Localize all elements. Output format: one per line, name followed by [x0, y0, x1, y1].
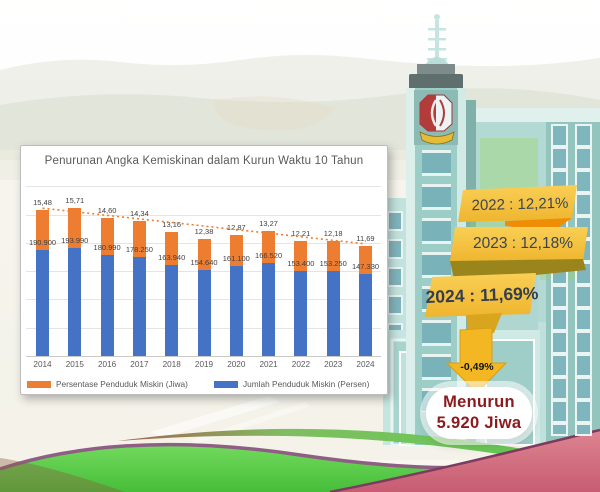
bar-count-2016	[100, 255, 114, 356]
axis-year-2017: 2017	[130, 360, 149, 369]
legend-swatch-percent	[27, 380, 51, 388]
axis-year-2020: 2020	[227, 360, 246, 369]
legend-label-percent: Persentase Penduduk Miskin (Jiwa)	[56, 379, 188, 389]
bar-count-2023	[326, 270, 340, 356]
label-count-2018: 163.940	[158, 252, 186, 262]
plot-area: 15,48 190.900 2014 15,71 193.990 2015 14,60 180…	[21, 146, 385, 392]
bar-count-2017	[132, 256, 146, 356]
label-count-2021: 166.520	[255, 251, 283, 261]
label-percent-2014: 15,48	[33, 198, 52, 208]
axis-year-2016: 2016	[97, 360, 117, 369]
legend-swatch-count	[214, 380, 238, 388]
label-percent-2019: 12,38	[194, 227, 214, 237]
legend-label-count: Jumlah Penduduk Miskin (Persen)	[243, 379, 370, 389]
legend-item-count: Jumlah Penduduk Miskin (Persen)	[214, 379, 369, 389]
axis-year-2018: 2018	[162, 360, 181, 369]
label-count-2017: 178.250	[125, 244, 153, 254]
ribbon-2024: 2024 : 11,69%	[425, 283, 539, 307]
bar-count-2022	[294, 270, 308, 356]
chart-title: Penurunan Angka Kemiskinan dalam Kurun W…	[44, 155, 364, 167]
label-count-2023: 153.250	[319, 258, 347, 268]
bar-count-2020	[229, 266, 243, 356]
gridline	[26, 186, 381, 188]
down-arrow-icon	[445, 327, 508, 394]
axis-year-2023: 2023	[324, 360, 343, 369]
label-percent-2016: 14,60	[97, 206, 117, 216]
axis-year-2015: 2015	[65, 360, 84, 369]
bar-count-2015	[68, 248, 82, 356]
gridline	[26, 356, 381, 357]
label-count-2020: 161.100	[222, 254, 250, 264]
axis-year-2022: 2022	[291, 360, 310, 369]
label-percent-2021: 13,27	[259, 218, 278, 228]
label-percent-2017: 14,34	[130, 208, 149, 218]
label-count-2015: 193.990	[61, 236, 89, 245]
arrow-delta-label: -0,49%	[460, 361, 494, 373]
bar-count-2014	[36, 249, 49, 356]
callout-line1: Menurun	[443, 393, 515, 412]
legend-item-percent: Persentase Penduduk Miskin (Jiwa)	[27, 379, 188, 389]
label-percent-2015: 15,71	[65, 196, 85, 205]
bar-count-2018	[165, 264, 179, 356]
spire	[409, 14, 463, 90]
chart-panel: Penurunan Angka Kemiskinan dalam Kurun W…	[20, 145, 388, 395]
axis-year-2024: 2024	[356, 360, 375, 369]
trendline	[42, 207, 366, 245]
axis-year-2014: 2014	[33, 360, 52, 369]
label-count-2022: 153.400	[287, 258, 315, 268]
label-percent-2023: 12,18	[323, 229, 343, 239]
decline-callout: Menurun 5.920 Jiwa	[426, 387, 532, 439]
bottom-waves	[0, 428, 600, 492]
label-count-2016: 180.990	[93, 243, 121, 253]
label-count-2019: 154.640	[190, 257, 218, 267]
callout-line2: 5.920 Jiwa	[436, 414, 522, 432]
building-window-strip	[575, 124, 592, 436]
bar-count-2021	[262, 263, 276, 356]
label-percent-2022: 12,21	[291, 228, 311, 238]
ribbon-2023: 2023 : 12,18%	[473, 235, 573, 252]
axis-year-2019: 2019	[194, 360, 214, 369]
label-percent-2024: 11,69	[356, 233, 375, 243]
gridline	[26, 214, 381, 216]
axis-year-2021: 2021	[259, 360, 278, 369]
label-percent-2020: 12,87	[226, 222, 246, 232]
ribbon-2022: 2022 : 12,21%	[471, 194, 569, 215]
label-count-2024: 147.330	[351, 261, 380, 271]
bar-count-2024	[359, 273, 372, 356]
bar-count-2019	[197, 269, 211, 356]
label-percent-2018: 13,16	[162, 220, 182, 230]
label-count-2014: 190.900	[28, 237, 57, 247]
emblem-icon	[419, 94, 455, 145]
